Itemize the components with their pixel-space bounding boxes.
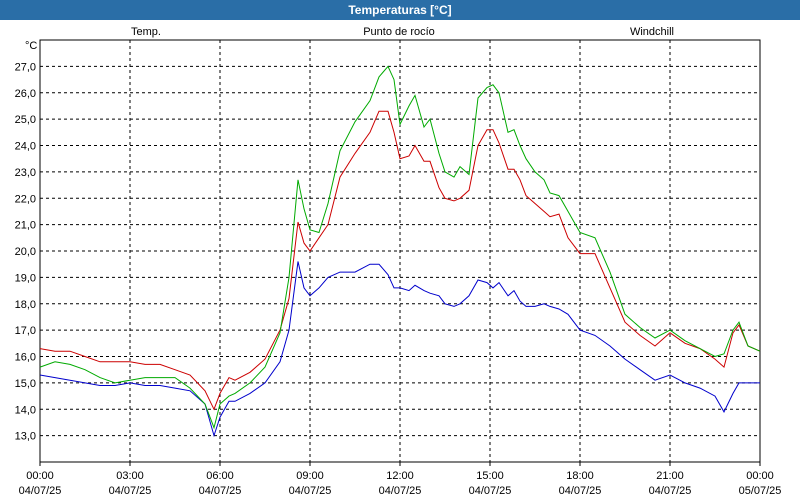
chart-title: Temperaturas [°C] (0, 0, 800, 20)
x-tick-time: 21:00 (656, 470, 684, 482)
x-tick-time: 09:00 (296, 470, 324, 482)
x-axis-ticks: 00:00 04/07/25 03:00 04/07/25 06:00 04/07/25 0… (19, 462, 782, 497)
y-tick-label: 17,0 (15, 325, 36, 337)
x-tick-date: 04/07/25 (19, 485, 62, 497)
y-tick-label: 18,0 (15, 299, 36, 311)
x-tick-time: 00:00 (26, 470, 54, 482)
x-tick-time: 18:00 (566, 470, 594, 482)
y-tick-label: 22,0 (15, 193, 36, 205)
x-tick-date: 04/07/25 (379, 485, 422, 497)
x-tick-date: 04/07/25 (649, 485, 692, 497)
y-tick-label: 27,0 (15, 61, 36, 73)
y-tick-label: 14,0 (15, 404, 36, 416)
y-tick-label: 26,0 (15, 88, 36, 100)
y-tick-label: 15,0 (15, 378, 36, 390)
y-tick-label: 25,0 (15, 114, 36, 126)
legend-temp: Temp. (131, 26, 161, 38)
x-tick-date: 04/07/25 (469, 485, 512, 497)
x-tick-time: 00:00 (746, 470, 774, 482)
x-tick-time: 15:00 (476, 470, 504, 482)
y-tick-label: 21,0 (15, 220, 36, 232)
x-tick-date: 04/07/25 (109, 485, 152, 497)
y-tick-label: 20,0 (15, 246, 36, 258)
y-tick-label: 24,0 (15, 141, 36, 153)
legend-windchill: Windchill (630, 26, 674, 38)
x-tick-time: 12:00 (386, 470, 414, 482)
y-axis-ticks: 13,0 14,0 15,0 16,0 17,0 18,0 19,0 20,0 21,0 22,0… (15, 61, 36, 442)
y-tick-label: 19,0 (15, 272, 36, 284)
legend-dewpoint: Punto de rocío (363, 26, 435, 38)
y-tick-label: 23,0 (15, 167, 36, 179)
grid-lines (40, 40, 760, 462)
series-line-windchill (39, 65, 761, 430)
series-line-temp (39, 110, 761, 411)
series-lines (39, 65, 761, 438)
x-tick-time: 06:00 (206, 470, 234, 482)
x-tick-date: 04/07/25 (289, 485, 332, 497)
y-tick-label: 13,0 (15, 431, 36, 443)
x-tick-date: 04/07/25 (559, 485, 602, 497)
y-axis-label: °C (25, 40, 37, 52)
x-tick-date: 04/07/25 (199, 485, 242, 497)
y-tick-label: 16,0 (15, 352, 36, 364)
x-tick-date: 05/07/25 (739, 485, 782, 497)
series-line-dewpoint (39, 261, 760, 438)
x-tick-time: 03:00 (116, 470, 144, 482)
